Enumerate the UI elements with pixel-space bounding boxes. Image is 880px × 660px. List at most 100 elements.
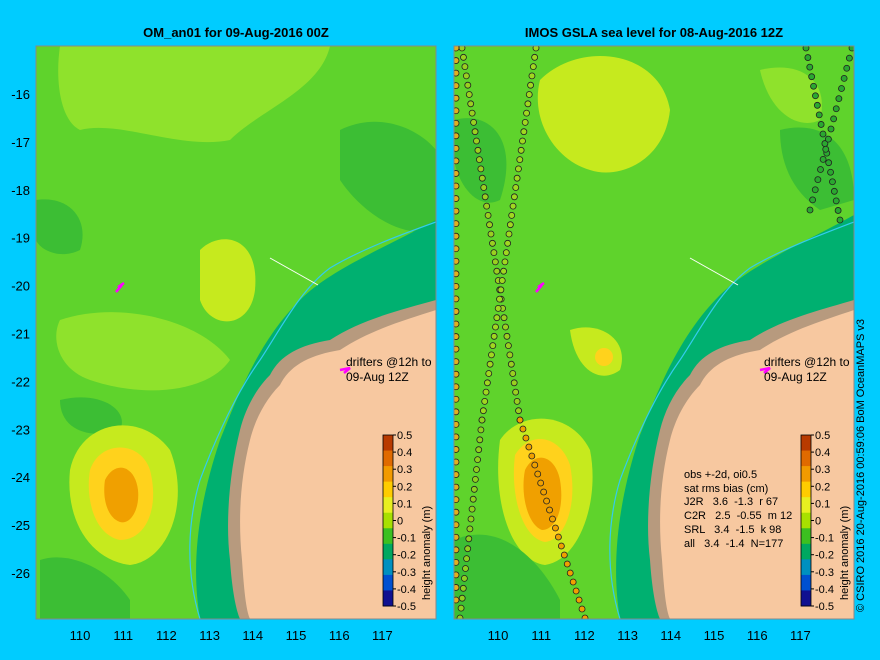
altimeter-obs-point <box>454 433 460 441</box>
altimeter-obs-point <box>468 505 476 513</box>
altimeter-obs-point <box>454 232 460 240</box>
altimeter-obs-point <box>479 407 487 415</box>
altimeter-obs-point <box>454 57 460 64</box>
lat-tick-label: -16 <box>11 87 30 102</box>
altimeter-obs-point <box>485 370 493 377</box>
left-drifter-track <box>339 366 351 374</box>
right-colorbar-swatch <box>801 574 811 591</box>
altimeter-obs-point <box>460 53 467 61</box>
altimeter-obs-point <box>454 82 460 90</box>
right-lon-tick-label: 117 <box>790 628 811 643</box>
altimeter-obs-point <box>522 434 530 442</box>
left-map <box>36 46 436 619</box>
altimeter-obs-point <box>817 121 825 128</box>
altimeter-obs-point <box>488 351 495 359</box>
left-lon-tick-label: 117 <box>372 628 393 643</box>
altimeter-obs-point <box>454 533 460 541</box>
right-lon-tick-label: 115 <box>704 628 725 643</box>
altimeter-obs-point <box>848 46 854 52</box>
altimeter-obs-point <box>478 416 486 424</box>
left-colorbar-tick-label: 0.1 <box>397 498 412 510</box>
right-colorbar-tick-label: -0.2 <box>815 550 834 562</box>
altimeter-obs-point <box>543 497 550 505</box>
left-colorbar-swatch <box>383 512 393 529</box>
right-anomaly-patch <box>760 67 822 123</box>
altimeter-obs-point <box>560 551 568 559</box>
altimeter-obs-point <box>454 521 460 529</box>
altimeter-obs-point <box>454 596 460 604</box>
altimeter-obs-point <box>513 174 521 182</box>
altimeter-obs-point <box>506 351 514 359</box>
altimeter-obs-point <box>454 308 460 315</box>
altimeter-obs-point <box>454 270 460 278</box>
altimeter-obs-point <box>563 560 571 568</box>
altimeter-obs-point <box>454 358 460 366</box>
right-anomaly-spot <box>595 348 613 366</box>
left-colorbar-swatch <box>383 481 393 498</box>
altimeter-obs-point <box>454 508 460 516</box>
altimeter-obs-point <box>454 94 460 102</box>
left-colorbar-tick-label: -0.5 <box>397 601 416 613</box>
altimeter-obs-point <box>487 230 495 238</box>
left-colorbar-swatch <box>383 574 393 591</box>
right-lon-tick-label: 111 <box>531 628 551 643</box>
right-anomaly-patch <box>537 56 670 173</box>
altimeter-obs-point <box>456 614 464 619</box>
altimeter-obs-point <box>557 542 565 550</box>
altimeter-obs-point <box>454 345 460 353</box>
left-lon-tick-label: 116 <box>329 628 350 643</box>
right-map-frame <box>453 45 855 620</box>
altimeter-obs-point <box>454 46 460 52</box>
altimeter-obs-point <box>474 146 482 154</box>
altimeter-obs-point <box>529 63 537 70</box>
left-colorbar-swatch <box>383 497 393 514</box>
altimeter-obs-point <box>509 202 517 210</box>
right-colorbar-tick-label: 0.3 <box>815 464 830 476</box>
right-lon-tick-label: 114 <box>660 628 681 643</box>
altimeter-obs-point <box>477 426 485 434</box>
altimeter-obs-point <box>470 119 478 126</box>
altimeter-obs-point <box>454 119 460 127</box>
altimeter-obs-point <box>806 206 814 214</box>
right-colorbar-swatch <box>801 466 811 483</box>
altimeter-obs-point <box>454 320 460 328</box>
right-lon-tick-label: 113 <box>617 628 638 643</box>
left-colorbar-swatch <box>383 528 393 545</box>
left-lon-tick-label: 112 <box>156 628 177 643</box>
altimeter-obs-point <box>824 135 832 143</box>
right-drifter-note-line1: drifters @12h to <box>764 355 850 369</box>
altimeter-obs-point <box>516 156 524 164</box>
left-drifter-note-line2: 09-Aug 12Z <box>346 370 409 384</box>
altimeter-obs-point <box>815 111 823 119</box>
altimeter-obs-point <box>822 145 830 153</box>
altimeter-obs-point <box>512 388 520 396</box>
right-lon-tick-label: 112 <box>574 628 595 643</box>
altimeter-obs-point <box>827 125 835 133</box>
altimeter-obs-point <box>519 425 527 433</box>
right-colorbar-tick-label: 0.2 <box>815 481 830 493</box>
altimeter-obs-point <box>454 571 460 579</box>
altimeter-obs-point <box>838 85 845 92</box>
stats-header-sat: sat rms bias (cm) <box>684 483 768 495</box>
left-colorbar-tick-label: -0.3 <box>397 567 416 579</box>
stats-row-all: all 3.4 -1.4 N=177 <box>684 538 783 550</box>
right-colorbar-tick-label: -0.4 <box>815 584 834 596</box>
altimeter-obs-point <box>454 420 460 428</box>
altimeter-obs-point <box>494 304 502 312</box>
altimeter-obs-point <box>510 379 518 387</box>
altimeter-obs-point <box>572 587 580 595</box>
altimeter-obs-point <box>460 575 468 582</box>
right-anomaly-patch <box>454 534 560 619</box>
stats-header-obs: obs +-2d, oi0.5 <box>684 469 757 481</box>
altimeter-obs-point <box>454 144 460 152</box>
left-anomaly-patch <box>40 557 130 619</box>
altimeter-obs-point <box>464 545 472 553</box>
altimeter-obs-point <box>454 195 460 202</box>
altimeter-obs-point <box>454 69 460 77</box>
altimeter-obs-point <box>802 46 810 52</box>
altimeter-obs-point <box>503 332 511 340</box>
altimeter-obs-point <box>454 333 460 340</box>
right-colorbar-tick-label: -0.1 <box>815 533 834 545</box>
altimeter-obs-point <box>508 211 516 219</box>
altimeter-obs-point <box>829 178 836 186</box>
